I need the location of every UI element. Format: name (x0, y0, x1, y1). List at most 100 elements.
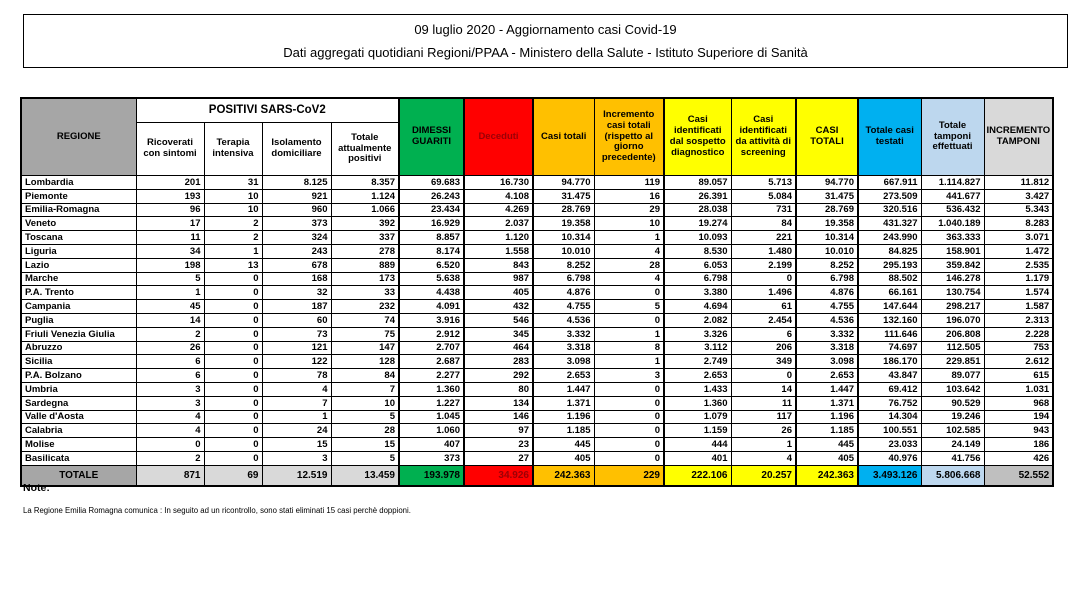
cell-ricoverati_con_sintomi: 201 (135, 175, 205, 190)
cell-incremento_casi_totali: 4 (593, 271, 665, 287)
cell-casi_totali_2: 4.536 (795, 312, 859, 328)
cell-totale_attualmente_positivi: 1.124 (330, 188, 400, 204)
cell-deceduti: 16.730 (463, 175, 534, 190)
column-header-casi-totali: Casi totali (532, 97, 595, 176)
cell-casi_totali_2: 4.876 (795, 285, 859, 301)
column-header-casi-sospetto: Casi identificati dal sospetto diagnosti… (663, 97, 732, 176)
cell-casi_totali_2: 1.196 (795, 409, 859, 425)
cell-totale_casi_testati: 147.644 (857, 299, 922, 314)
cell-totale_tamponi_effettuati: 89.077 (920, 368, 985, 383)
cell-isolamento_domiciliare: 4 (261, 381, 332, 397)
cell-casi_totali_2: 1.185 (795, 423, 859, 439)
cell-deceduti: 97 (463, 423, 534, 439)
cell-casi_sospetto_diagnostico: 2.749 (663, 354, 732, 370)
cell-casi_screening: 1.496 (730, 285, 797, 301)
cell-deceduti: 27 (463, 450, 534, 466)
table-row: Toscana 11 2 324 337 8.857 1.120 10.314 1 10.093 2… (20, 230, 1054, 245)
cell-deceduti: 23 (463, 437, 534, 452)
total-cell-incremento_tamponi: 52.552 (983, 464, 1054, 487)
cell-casi_totali: 3.098 (532, 354, 595, 370)
report-date-title: 09 luglio 2020 - Aggiornamento casi Covi… (414, 22, 677, 38)
cell-deceduti: 464 (463, 340, 534, 356)
cell-casi_sospetto_diagnostico: 444 (663, 437, 732, 452)
cell-totale_casi_testati: 66.161 (857, 285, 922, 301)
cell-regione: Lazio (20, 257, 137, 273)
cell-ricoverati_con_sintomi: 3 (135, 395, 205, 411)
cell-casi_totali_2: 4.755 (795, 299, 859, 314)
group-header-positivi: POSITIVI SARS-CoV2 (135, 97, 400, 123)
cell-isolamento_domiciliare: 60 (261, 312, 332, 328)
cell-totale_tamponi_effettuati: 359.842 (920, 257, 985, 273)
cell-terapia_intensiva: 0 (203, 395, 263, 411)
cell-totale_tamponi_effettuati: 1.114.827 (920, 175, 985, 190)
cell-totale_attualmente_positivi: 1.066 (330, 202, 400, 218)
table-row: Sicilia 6 0 122 128 2.687 283 3.098 1 2.749 349 3.0… (20, 354, 1054, 370)
cell-isolamento_domiciliare: 15 (261, 437, 332, 452)
cell-dimessi_guariti: 2.277 (398, 368, 465, 383)
cell-casi_screening: 84 (730, 216, 797, 232)
cell-incremento_tamponi: 2.612 (983, 354, 1054, 370)
table-row: Molise 0 0 15 15 407 23 445 0 444 1 445 23.033 24.149… (20, 437, 1054, 452)
cell-totale_casi_testati: 84.825 (857, 243, 922, 259)
cell-totale_tamponi_effettuati: 19.246 (920, 409, 985, 425)
cell-casi_sospetto_diagnostico: 89.057 (663, 175, 732, 190)
cell-casi_totali_2: 2.653 (795, 368, 859, 383)
cell-incremento_casi_totali: 1 (593, 326, 665, 342)
cell-deceduti: 4.269 (463, 202, 534, 218)
cell-casi_screening: 117 (730, 409, 797, 425)
cell-terapia_intensiva: 0 (203, 368, 263, 383)
cell-isolamento_domiciliare: 678 (261, 257, 332, 273)
cell-ricoverati_con_sintomi: 4 (135, 423, 205, 439)
cell-totale_attualmente_positivi: 15 (330, 437, 400, 452)
cell-totale_tamponi_effettuati: 146.278 (920, 271, 985, 287)
cell-isolamento_domiciliare: 73 (261, 326, 332, 342)
cell-totale_attualmente_positivi: 147 (330, 340, 400, 356)
cell-casi_totali: 10.314 (532, 230, 595, 245)
cell-incremento_casi_totali: 1 (593, 230, 665, 245)
cell-terapia_intensiva: 2 (203, 230, 263, 245)
cell-dimessi_guariti: 26.243 (398, 188, 465, 204)
cell-regione: Friuli Venezia Giulia (20, 326, 137, 342)
cell-dimessi_guariti: 1.060 (398, 423, 465, 439)
cell-casi_totali: 1.196 (532, 409, 595, 425)
table-row: Piemonte 193 10 921 1.124 26.243 4.108 31.475 16… (20, 188, 1054, 204)
cell-deceduti: 432 (463, 299, 534, 314)
cell-casi_totali_2: 3.318 (795, 340, 859, 356)
cell-casi_totali_2: 3.098 (795, 354, 859, 370)
cell-dimessi_guariti: 4.091 (398, 299, 465, 314)
cell-ricoverati_con_sintomi: 17 (135, 216, 205, 232)
cell-casi_sospetto_diagnostico: 1.079 (663, 409, 732, 425)
cell-casi_sospetto_diagnostico: 6.053 (663, 257, 732, 273)
cell-totale_attualmente_positivi: 8.357 (330, 175, 400, 190)
cell-ricoverati_con_sintomi: 2 (135, 326, 205, 342)
table-row: Emilia-Romagna 96 10 960 1.066 23.434 4.269 28.… (20, 202, 1054, 218)
cell-casi_totali: 4.755 (532, 299, 595, 314)
cell-deceduti: 1.120 (463, 230, 534, 245)
column-header-ricoverati: Ricoverati con sintomi (135, 122, 205, 176)
table-row: Basilicata 2 0 3 5 373 27 405 0 401 4 405 40.976 41.7… (20, 450, 1054, 466)
cell-totale_casi_testati: 431.327 (857, 216, 922, 232)
cell-deceduti: 843 (463, 257, 534, 273)
cell-casi_screening: 206 (730, 340, 797, 356)
total-cell-isolamento_domiciliare: 12.519 (261, 464, 332, 487)
cell-incremento_casi_totali: 0 (593, 285, 665, 301)
cell-ricoverati_con_sintomi: 45 (135, 299, 205, 314)
cell-totale_tamponi_effettuati: 103.642 (920, 381, 985, 397)
cell-casi_sospetto_diagnostico: 401 (663, 450, 732, 466)
cell-casi_totali: 94.770 (532, 175, 595, 190)
cell-casi_totali: 1.185 (532, 423, 595, 439)
cell-totale_casi_testati: 14.304 (857, 409, 922, 425)
cell-incremento_casi_totali: 16 (593, 188, 665, 204)
cell-isolamento_domiciliare: 78 (261, 368, 332, 383)
cell-casi_totali: 405 (532, 450, 595, 466)
cell-ricoverati_con_sintomi: 34 (135, 243, 205, 259)
cell-ricoverati_con_sintomi: 3 (135, 381, 205, 397)
cell-isolamento_domiciliare: 324 (261, 230, 332, 245)
cell-totale_attualmente_positivi: 128 (330, 354, 400, 370)
cell-terapia_intensiva: 10 (203, 188, 263, 204)
cell-incremento_casi_totali: 29 (593, 202, 665, 218)
cell-totale_casi_testati: 23.033 (857, 437, 922, 452)
cell-casi_totali: 8.252 (532, 257, 595, 273)
cell-totale_casi_testati: 74.697 (857, 340, 922, 356)
cell-dimessi_guariti: 69.683 (398, 175, 465, 190)
